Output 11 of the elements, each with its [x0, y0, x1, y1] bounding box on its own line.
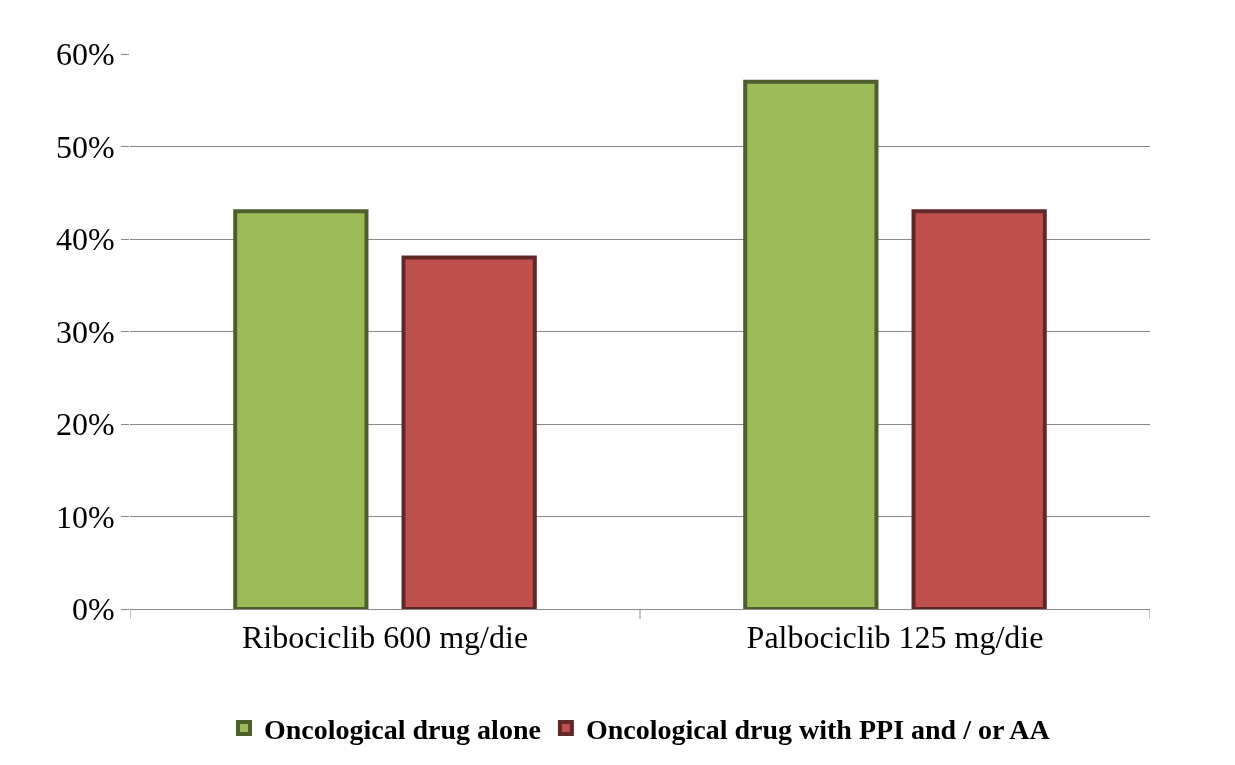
y-tick-label: 50% — [55, 128, 115, 165]
y-tick-label: 40% — [55, 221, 115, 258]
x-tick-label: Palbociclib 125 mg/die — [746, 619, 1044, 656]
x-tick-label: Ribociclib 600 mg/die — [241, 619, 529, 656]
y-tick-label: 10% — [55, 498, 115, 535]
y-tick-label: 60% — [55, 36, 115, 73]
legend-label: Oncological drug alone — [264, 713, 541, 745]
legend-label: Oncological drug with PPI and / or AA — [585, 713, 1051, 745]
y-tick-label: 0% — [71, 591, 115, 628]
y-tick-label: 20% — [55, 406, 115, 443]
y-tick-label: 30% — [55, 313, 115, 350]
